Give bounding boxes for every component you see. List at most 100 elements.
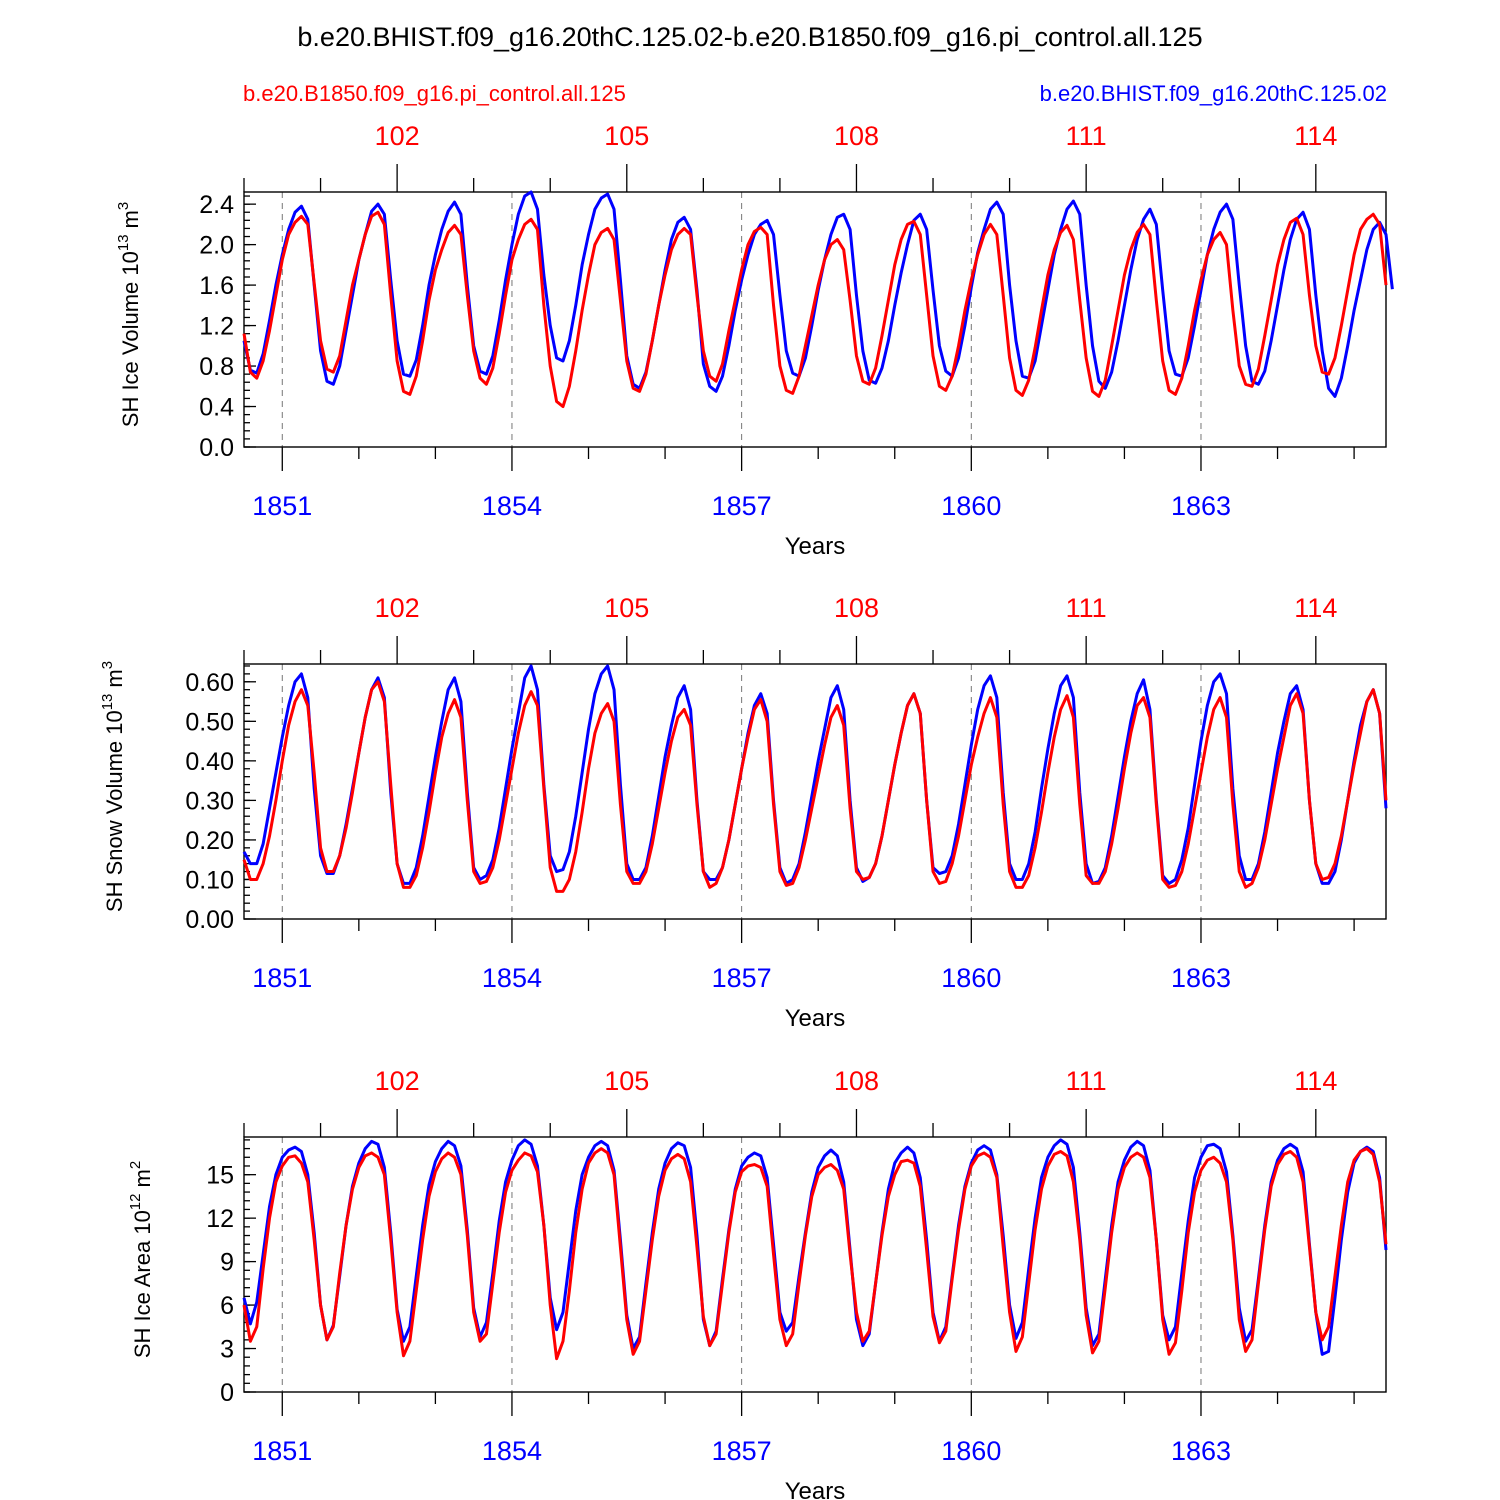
dashed-year-lines: [281, 664, 1202, 919]
x-axis-title: Years: [785, 1005, 846, 1032]
top-axis-ticks: 102 105 108 111 114: [243, 1066, 1337, 1137]
panel-snow-volume: 102 105 108 111 114 0.00 0.10 0.20 0.30 0.40 0.50…: [99, 593, 1388, 1032]
y-tick-label: 0.4: [199, 394, 234, 422]
y-tick-label: 0.00: [185, 906, 234, 934]
y-tick-label: 3: [220, 1336, 234, 1364]
y-tick-label: 0.8: [199, 353, 234, 381]
y-axis-title-unit-exponent: 3: [115, 202, 132, 210]
plot-frame: [243, 191, 1387, 448]
y-axis: 0 3 6 9 12 15: [206, 1139, 256, 1407]
x-bottom-tick-label: 1857: [712, 1436, 772, 1466]
x-top-tick-label: 114: [1294, 1066, 1337, 1096]
x-top-tick-label: 105: [604, 593, 649, 623]
x-bottom-tick-label: 1851: [252, 963, 312, 993]
bottom-axis: 1851 1854 1857 1860 1863: [252, 447, 1355, 521]
panel-ice-area: 102 105 108 111 114 0 3 6 9 12 15 1851 1854 1857 186…: [127, 1066, 1388, 1500]
y-tick-label: 2.0: [199, 232, 234, 260]
x-bottom-tick-label: 1863: [1171, 491, 1231, 521]
y-axis-title-main: SH Ice Volume 10: [118, 251, 143, 427]
x-axis-title: Years: [785, 533, 846, 560]
x-top-tick-label: 111: [1066, 1066, 1107, 1096]
y-axis-title-unit-exponent: 3: [99, 661, 116, 669]
y-tick-label: 15: [206, 1162, 234, 1190]
y-axis-title-unit: m: [130, 1169, 155, 1187]
x-bottom-tick-label: 1863: [1171, 1436, 1231, 1466]
x-top-tick-label: 108: [834, 593, 879, 623]
y-tick-label: 6: [220, 1292, 234, 1320]
x-bottom-tick-label: 1860: [941, 1436, 1001, 1466]
y-axis-title-unit: m: [102, 669, 127, 687]
x-bottom-tick-label: 1854: [482, 1436, 542, 1466]
x-top-tick-label: 108: [834, 1066, 879, 1096]
x-top-tick-label: 111: [1066, 121, 1107, 151]
y-axis-title-main: SH Ice Area 10: [130, 1210, 155, 1358]
series-lines: [242, 190, 1394, 409]
y-axis-title-exponent: 12: [127, 1194, 144, 1211]
bottom-axis: 1851 1854 1857 1860 1863: [252, 919, 1355, 993]
y-axis: 0.0 0.4 0.8 1.2 1.6 2.0 2.4: [199, 191, 256, 462]
series-line-hist: [242, 664, 1388, 885]
y-tick-label: 1.6: [199, 272, 234, 300]
y-axis-title-exponent: 13: [115, 234, 132, 251]
y-tick-label: 12: [206, 1205, 234, 1233]
x-bottom-tick-label: 1854: [482, 491, 542, 521]
x-top-tick-label: 114: [1294, 593, 1337, 623]
y-tick-label: 0: [220, 1379, 234, 1407]
x-top-tick-label: 102: [375, 593, 420, 623]
x-top-tick-label: 105: [604, 121, 649, 151]
top-axis-ticks: 102 105 108 111 114: [243, 593, 1337, 664]
x-bottom-tick-label: 1863: [1171, 963, 1231, 993]
x-axis-title: Years: [785, 1478, 846, 1500]
bottom-axis: 1851 1854 1857 1860 1863: [252, 1392, 1355, 1466]
x-bottom-tick-label: 1851: [252, 491, 312, 521]
y-tick-label: 0.0: [199, 434, 234, 462]
x-top-tick-label: 108: [834, 121, 879, 151]
y-axis-title: SH Ice Volume 1013 m3: [115, 202, 143, 427]
y-tick-label: 9: [220, 1249, 234, 1277]
series-line-control: [242, 680, 1388, 893]
x-top-tick-label: 114: [1294, 121, 1337, 151]
y-tick-label: 0.50: [185, 708, 234, 736]
x-top-tick-label: 102: [375, 121, 420, 151]
x-top-tick-label: 102: [375, 1066, 420, 1096]
y-axis-title-exponent: 13: [99, 694, 116, 711]
plot-frame: [243, 1136, 1387, 1393]
series-line-control: [242, 1147, 1388, 1361]
x-top-tick-label: 105: [604, 1066, 649, 1096]
x-bottom-tick-label: 1857: [712, 491, 772, 521]
x-bottom-tick-label: 1854: [482, 963, 542, 993]
y-tick-label: 0.40: [185, 748, 234, 776]
series-line-hist: [242, 1138, 1388, 1356]
y-tick-label: 0.10: [185, 866, 234, 894]
x-bottom-tick-label: 1860: [941, 491, 1001, 521]
y-tick-label: 0.60: [185, 669, 234, 697]
y-axis-title: SH Ice Area 1012 m2: [127, 1161, 155, 1358]
main-title: b.e20.BHIST.f09_g16.20thC.125.02-b.e20.B…: [297, 22, 1202, 52]
top-axis-ticks: 102 105 108 111 114: [243, 121, 1337, 192]
legend-hist-label: b.e20.BHIST.f09_g16.20thC.125.02: [1040, 81, 1387, 106]
y-tick-label: 2.4: [199, 191, 234, 219]
y-axis-title-main: SH Snow Volume 10: [102, 710, 127, 912]
y-axis: 0.00 0.10 0.20 0.30 0.40 0.50 0.60: [185, 665, 256, 934]
x-bottom-tick-label: 1857: [712, 963, 772, 993]
plot-border: [243, 1136, 1387, 1393]
series-lines: [242, 1138, 1388, 1361]
y-tick-label: 1.2: [199, 313, 234, 341]
x-top-tick-label: 111: [1066, 593, 1107, 623]
series-line-hist: [242, 190, 1394, 398]
y-tick-label: 0.20: [185, 827, 234, 855]
x-bottom-tick-label: 1860: [941, 963, 1001, 993]
series-line-control: [242, 210, 1388, 409]
legend-control-label: b.e20.B1850.f09_g16.pi_control.all.125: [243, 81, 626, 106]
x-bottom-tick-label: 1851: [252, 1436, 312, 1466]
y-axis-title: SH Snow Volume 1013 m3: [99, 661, 127, 912]
y-tick-label: 0.30: [185, 787, 234, 815]
series-lines: [242, 664, 1388, 893]
dashed-year-lines: [281, 192, 1202, 447]
y-axis-title-unit-exponent: 2: [127, 1161, 144, 1169]
dashed-year-lines: [281, 1137, 1202, 1392]
y-axis-title-unit: m: [118, 210, 143, 228]
plot-border: [243, 191, 1387, 448]
panel-ice-volume: 102 105 108 111 114 0.0 0.4 0.8 1.2 1.6 2.0 2.4 18…: [115, 121, 1394, 560]
